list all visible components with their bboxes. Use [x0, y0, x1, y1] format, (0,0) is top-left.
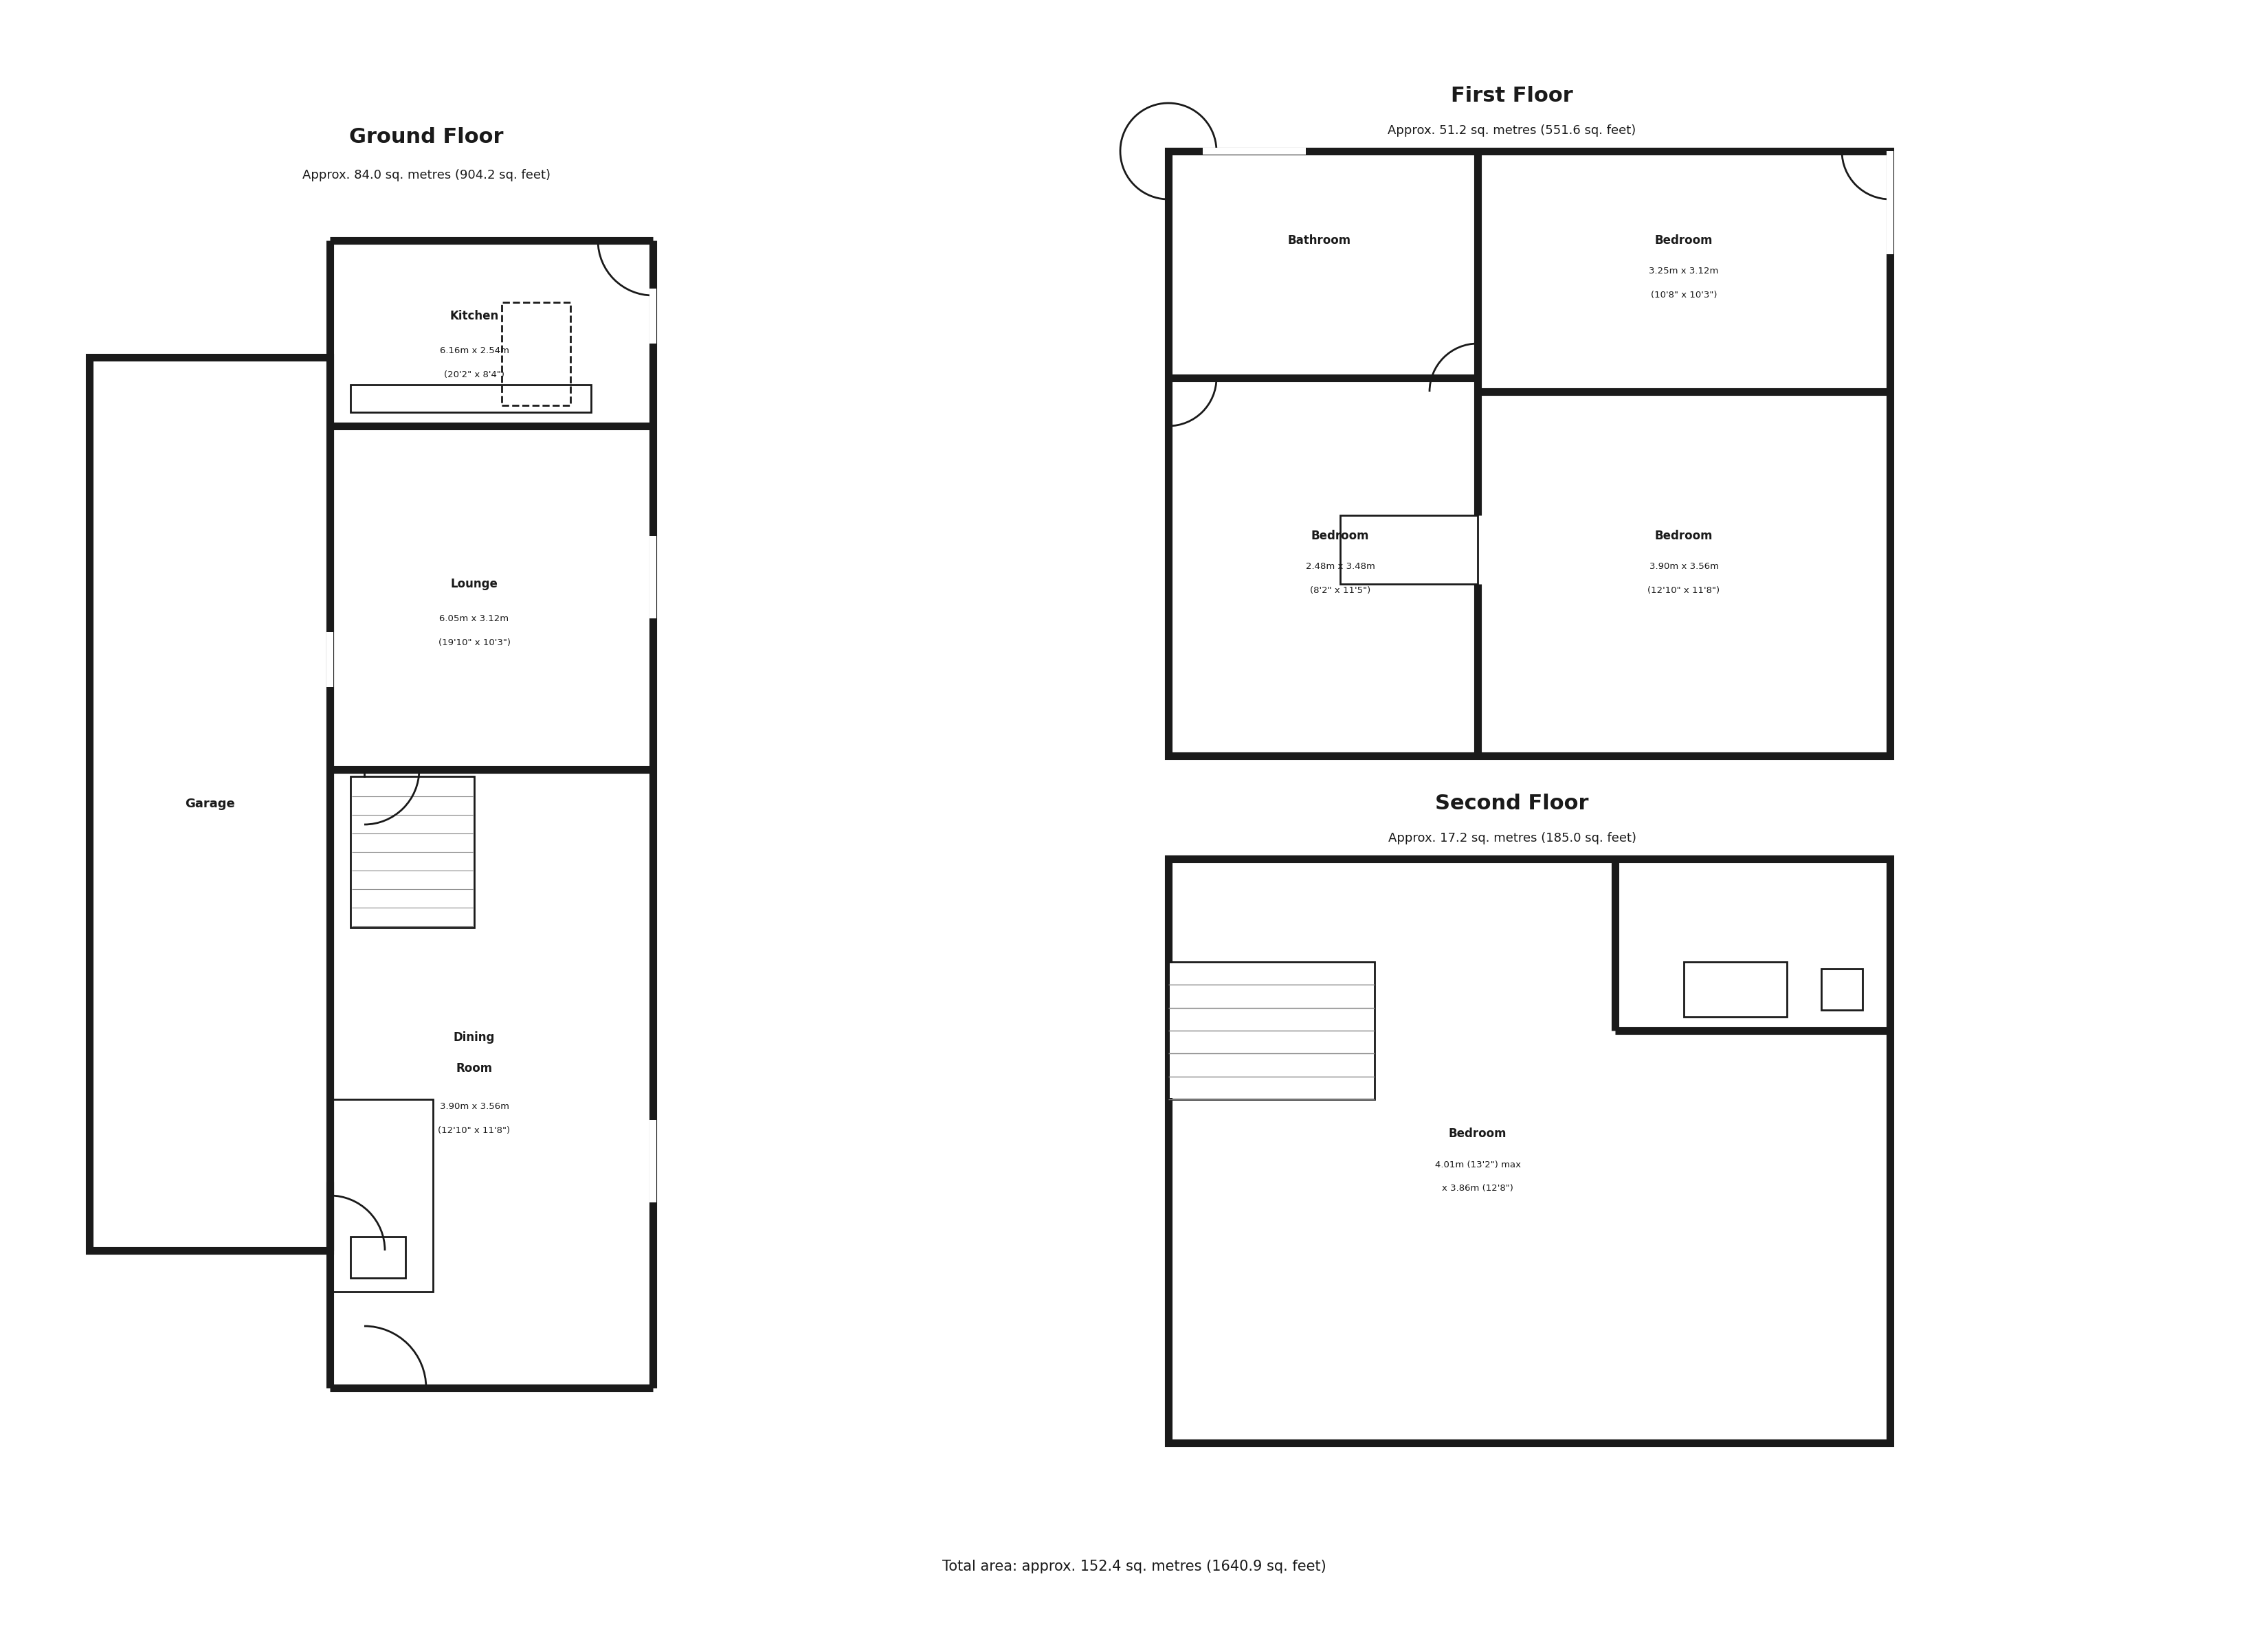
- Bar: [1343, 516, 1476, 582]
- Text: (8'2" x 11'5"): (8'2" x 11'5"): [1311, 587, 1370, 595]
- Text: (10'8" x 10'3"): (10'8" x 10'3"): [1651, 290, 1717, 300]
- Text: 3.25m x 3.12m: 3.25m x 3.12m: [1649, 267, 1719, 275]
- Bar: [1175, 864, 1885, 1438]
- Bar: [88, 358, 329, 1250]
- Bar: [1168, 859, 1889, 1443]
- Text: Kitchen: Kitchen: [449, 310, 499, 322]
- Bar: [352, 384, 592, 412]
- Bar: [1821, 968, 1862, 1009]
- Text: First Floor: First Floor: [1452, 86, 1574, 106]
- Bar: [352, 777, 474, 927]
- Bar: [336, 246, 646, 425]
- Bar: [331, 1102, 431, 1290]
- Text: Lounge: Lounge: [451, 577, 499, 590]
- Bar: [327, 632, 333, 688]
- Text: 4.01m (13'2") max: 4.01m (13'2") max: [1436, 1161, 1520, 1169]
- Text: Bathroom: Bathroom: [1288, 234, 1352, 247]
- Text: Second Floor: Second Floor: [1436, 793, 1590, 815]
- Text: Dining: Dining: [454, 1031, 494, 1044]
- Text: Ground Floor: Ground Floor: [349, 127, 503, 147]
- Bar: [95, 363, 324, 1245]
- Bar: [649, 289, 655, 343]
- Text: x 3.86m (12'8"): x 3.86m (12'8"): [1442, 1184, 1513, 1194]
- Bar: [352, 778, 472, 927]
- Text: (20'2" x 8'4"): (20'2" x 8'4"): [445, 369, 503, 379]
- Bar: [1622, 864, 1885, 1026]
- Text: 2.48m x 3.48m: 2.48m x 3.48m: [1306, 562, 1374, 571]
- Text: Garage: Garage: [184, 798, 234, 810]
- Text: (12'10" x 11'8"): (12'10" x 11'8"): [438, 1126, 510, 1135]
- Text: 3.90m x 3.56m: 3.90m x 3.56m: [1649, 562, 1719, 571]
- Text: Total area: approx. 152.4 sq. metres (1640.9 sq. feet): Total area: approx. 152.4 sq. metres (16…: [941, 1560, 1327, 1573]
- Bar: [649, 536, 655, 618]
- Bar: [1340, 514, 1479, 584]
- Text: 6.05m x 3.12m: 6.05m x 3.12m: [440, 613, 508, 623]
- Bar: [329, 1100, 433, 1291]
- Text: Bedroom: Bedroom: [1449, 1128, 1506, 1139]
- Text: (12'10" x 11'8"): (12'10" x 11'8"): [1647, 587, 1719, 595]
- Text: Approx. 51.2 sq. metres (551.6 sq. feet): Approx. 51.2 sq. metres (551.6 sq. feet): [1388, 124, 1635, 137]
- Text: Approx. 17.2 sq. metres (185.0 sq. feet): Approx. 17.2 sq. metres (185.0 sq. feet): [1388, 833, 1635, 844]
- Text: Bedroom: Bedroom: [1311, 529, 1370, 543]
- Text: 6.16m x 2.54m: 6.16m x 2.54m: [440, 346, 508, 355]
- Bar: [1168, 152, 1889, 755]
- Text: (19'10" x 10'3"): (19'10" x 10'3"): [438, 638, 510, 646]
- Text: 3.90m x 3.56m: 3.90m x 3.56m: [440, 1102, 508, 1111]
- Bar: [336, 770, 646, 1382]
- Bar: [1168, 961, 1374, 1100]
- Bar: [501, 302, 572, 406]
- Bar: [1887, 152, 1894, 254]
- Text: Bedroom: Bedroom: [1656, 529, 1712, 543]
- Text: Room: Room: [456, 1062, 492, 1075]
- Text: Bedroom: Bedroom: [1656, 234, 1712, 247]
- Bar: [352, 1237, 406, 1278]
- Bar: [1683, 961, 1787, 1017]
- Bar: [336, 432, 646, 770]
- Text: Approx. 84.0 sq. metres (904.2 sq. feet): Approx. 84.0 sq. metres (904.2 sq. feet): [302, 168, 551, 181]
- Bar: [1175, 157, 1885, 750]
- Bar: [1170, 963, 1372, 1098]
- Bar: [649, 1120, 655, 1202]
- Bar: [1202, 148, 1306, 155]
